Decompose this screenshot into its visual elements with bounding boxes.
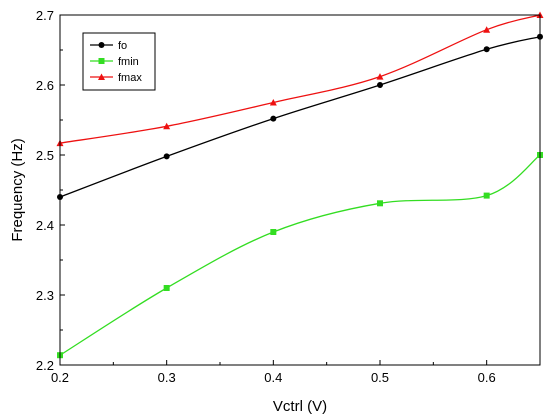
x-axis: 0.2 0.3 0.4 0.5 0.6 xyxy=(51,360,496,385)
data-point xyxy=(270,115,277,122)
y-tick-label: 2.7 xyxy=(36,8,54,23)
legend-marker xyxy=(98,73,105,80)
legend-label: fo xyxy=(118,40,127,52)
series-fmin xyxy=(57,152,543,359)
legend-label: fmax xyxy=(118,72,142,84)
series-line-fmin xyxy=(59,154,541,356)
y-axis: 2.2 2.3 2.4 2.5 2.6 2.7 xyxy=(36,8,65,373)
x-tick-label: 0.3 xyxy=(158,370,176,385)
data-point xyxy=(377,200,383,207)
y-tick-label: 2.6 xyxy=(36,78,54,93)
x-tick-label: 0.5 xyxy=(371,370,389,385)
x-tick-label: 0.6 xyxy=(478,370,496,385)
legend: fo fmin fmax xyxy=(82,32,156,91)
legend-item-fmin: fmin xyxy=(90,56,139,68)
series-fo xyxy=(57,33,543,200)
legend-marker xyxy=(98,42,105,48)
data-point xyxy=(483,46,490,53)
legend-item-fo: fo xyxy=(90,40,127,52)
data-point xyxy=(163,122,171,130)
data-point xyxy=(376,73,384,80)
data-point xyxy=(163,153,170,160)
data-point xyxy=(163,285,170,291)
x-tick-label: 0.4 xyxy=(264,370,282,385)
y-tick-label: 2.2 xyxy=(36,358,54,373)
x-axis-title: Vctrl (V) xyxy=(273,398,327,415)
data-point xyxy=(377,82,383,88)
data-point xyxy=(483,26,491,33)
y-axis-title: Frequency (Hz) xyxy=(9,138,26,241)
legend-label: fmin xyxy=(118,56,139,68)
y-tick-label: 2.4 xyxy=(36,218,54,233)
legend-item-fmax: fmax xyxy=(90,72,142,84)
y-tick-label: 2.5 xyxy=(36,148,54,163)
data-point xyxy=(483,192,490,199)
x-tick-label: 0.2 xyxy=(51,370,69,385)
data-point xyxy=(270,229,277,235)
legend-marker xyxy=(98,58,105,64)
y-tick-label: 2.3 xyxy=(36,288,54,303)
data-point xyxy=(269,99,277,106)
